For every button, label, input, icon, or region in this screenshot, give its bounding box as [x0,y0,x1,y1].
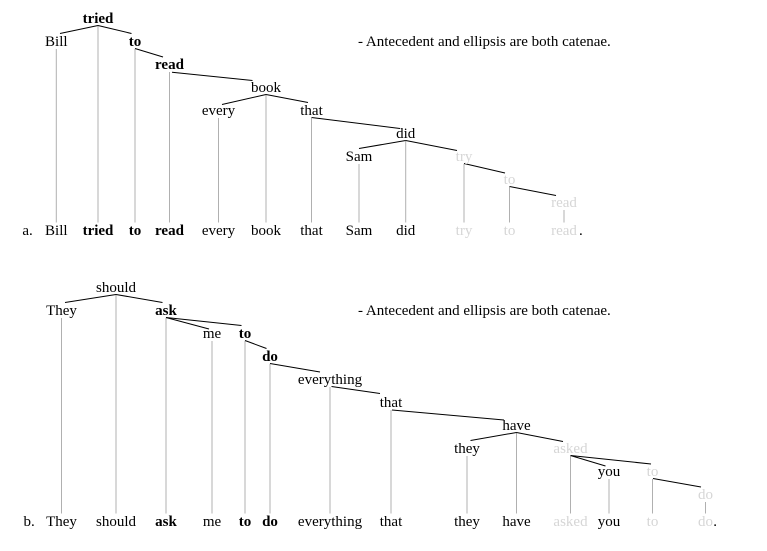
svg-text:do: do [698,514,713,530]
svg-text:a.: a. [22,223,32,239]
svg-text:everything: everything [298,372,363,388]
svg-text:They: They [46,514,77,530]
svg-text:try: try [456,149,473,165]
svg-text:did: did [396,126,416,142]
svg-text:that: that [300,223,323,239]
svg-text:they: they [454,514,480,530]
svg-text:that: that [300,103,323,119]
svg-text:you: you [598,464,621,480]
svg-text:you: you [598,514,621,530]
svg-text:ask: ask [155,514,177,530]
svg-text:everything: everything [298,514,363,530]
svg-text:tried: tried [83,11,114,27]
svg-text:book: book [251,223,282,239]
svg-text:book: book [251,80,282,96]
svg-text:- Antecedent and ellipsis are: - Antecedent and ellipsis are both caten… [358,34,611,50]
svg-text:that: that [380,395,403,411]
svg-text:Bill: Bill [45,34,68,50]
svg-text:to: to [239,326,252,342]
svg-text:They: They [46,303,77,319]
svg-text:every: every [202,223,236,239]
svg-text:me: me [203,326,222,342]
svg-text:have: have [502,514,531,530]
svg-text:read: read [551,223,577,239]
svg-text:.: . [713,514,717,530]
svg-text:do: do [262,349,278,365]
svg-text:should: should [96,514,137,530]
svg-text:.: . [579,223,583,239]
svg-text:do: do [698,487,713,503]
svg-text:that: that [380,514,403,530]
svg-text:should: should [96,280,137,296]
svg-text:me: me [203,514,222,530]
svg-text:- Antecedent and ellipsis are: - Antecedent and ellipsis are both caten… [358,303,611,319]
svg-text:asked: asked [553,441,588,457]
svg-text:read: read [155,223,185,239]
svg-text:b.: b. [24,514,35,530]
svg-text:asked: asked [553,514,588,530]
svg-text:to: to [504,172,516,188]
svg-text:Sam: Sam [346,223,373,239]
svg-text:every: every [202,103,236,119]
svg-text:to: to [647,514,659,530]
svg-text:have: have [502,418,531,434]
svg-text:to: to [129,34,142,50]
svg-text:ask: ask [155,303,177,319]
svg-text:read: read [551,195,577,211]
svg-text:to: to [239,514,252,530]
svg-text:to: to [129,223,142,239]
svg-text:to: to [647,464,659,480]
svg-text:did: did [396,223,416,239]
svg-text:try: try [456,223,473,239]
svg-text:Bill: Bill [45,223,68,239]
svg-text:do: do [262,514,278,530]
svg-text:to: to [504,223,516,239]
svg-text:tried: tried [83,223,114,239]
svg-text:Sam: Sam [346,149,373,165]
svg-text:read: read [155,57,185,73]
svg-text:they: they [454,441,480,457]
